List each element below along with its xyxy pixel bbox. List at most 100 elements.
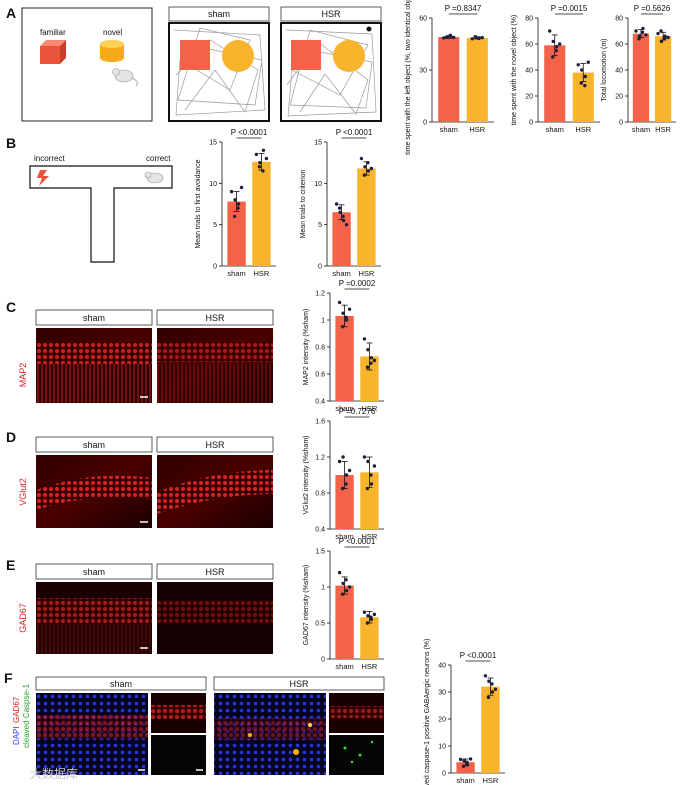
data-point bbox=[458, 757, 463, 762]
p-value-label: P <0.0001 bbox=[339, 537, 376, 546]
data-point bbox=[369, 482, 374, 486]
bar-sham bbox=[335, 315, 354, 401]
p-value-label: P =0.8347 bbox=[445, 4, 482, 13]
data-point bbox=[366, 169, 371, 173]
data-point bbox=[551, 39, 555, 44]
c-hsr-header bbox=[156, 309, 274, 326]
y-tick-label: 60 bbox=[419, 16, 427, 23]
data-point bbox=[340, 592, 345, 596]
data-point bbox=[347, 585, 352, 589]
f-micrograph-sham-gad67 bbox=[151, 693, 206, 733]
y-tick-label: 60 bbox=[615, 42, 623, 49]
data-point bbox=[656, 31, 660, 36]
data-point bbox=[465, 760, 469, 764]
bar-hsr bbox=[481, 686, 500, 773]
data-point bbox=[338, 210, 342, 214]
chart-a2: 0 20 40 60 80 time spent with the novel objec… bbox=[511, 4, 600, 134]
data-point bbox=[264, 156, 269, 161]
data-point bbox=[365, 365, 370, 369]
data-point bbox=[558, 42, 562, 46]
d-micrograph-sham bbox=[36, 455, 152, 528]
data-point bbox=[366, 160, 370, 165]
y-tick-label: 5 bbox=[318, 222, 322, 229]
mouse-icon bbox=[112, 68, 138, 87]
bar-sham bbox=[332, 212, 351, 266]
data-point bbox=[369, 615, 373, 619]
p-value-label: P <0.0001 bbox=[231, 128, 268, 137]
data-point bbox=[490, 682, 494, 686]
bar-hsr bbox=[357, 168, 376, 266]
y-tick-label: 0 bbox=[442, 771, 446, 778]
f-micrograph-sham-casp bbox=[151, 735, 206, 775]
data-point bbox=[344, 588, 349, 593]
arena-sham-cylinder bbox=[222, 40, 254, 72]
data-point bbox=[634, 29, 638, 33]
bar-hsr bbox=[360, 617, 379, 659]
data-point bbox=[362, 610, 367, 614]
d-hsr-header bbox=[156, 436, 274, 453]
data-point bbox=[468, 757, 473, 761]
data-point bbox=[236, 206, 240, 210]
y-axis-label: GAD67 intensity (%sham) bbox=[303, 565, 310, 646]
y-tick-label: 0 bbox=[619, 120, 623, 127]
x-tick-label: sham bbox=[546, 125, 564, 134]
data-point bbox=[261, 148, 266, 152]
y-axis-label: VGlut2 intensity (%sham) bbox=[303, 436, 310, 515]
x-tick-label: HSR bbox=[575, 125, 591, 134]
data-point bbox=[372, 358, 377, 363]
f-stain-labels: DAPI GAD67 bbox=[12, 696, 21, 745]
chart-b2: 0 5 10 15 Mean trials to criterion sham HSR P <… bbox=[300, 128, 381, 278]
data-point bbox=[666, 35, 670, 40]
y-axis-label: time spent with the novel object (%) bbox=[511, 15, 518, 126]
x-tick-label: HSR bbox=[469, 125, 485, 134]
f-hsr-label: HSR bbox=[289, 679, 309, 689]
y-tick-label: 0 bbox=[321, 657, 325, 664]
y-tick-label: 80 bbox=[525, 16, 533, 23]
f-stain-casp: cleaved Caspse-1 bbox=[22, 683, 31, 748]
data-point bbox=[261, 169, 265, 173]
chart-a3: 0 20 40 60 80 Total locomotion (m) sham HSR P =0… bbox=[601, 4, 676, 134]
e-sham-label: sham bbox=[83, 567, 105, 577]
f-micrograph-hsr-merge bbox=[214, 693, 326, 775]
data-point bbox=[659, 39, 664, 44]
arena-sham-label: sham bbox=[208, 9, 230, 19]
d-sham-header bbox=[35, 436, 153, 453]
arena-hsr bbox=[280, 22, 382, 122]
x-tick-label: HSR bbox=[482, 776, 498, 785]
y-tick-label: 40 bbox=[615, 68, 623, 75]
data-point bbox=[365, 621, 370, 625]
data-point bbox=[576, 63, 580, 67]
data-point bbox=[366, 459, 370, 464]
f-micrograph-sham-merge bbox=[36, 693, 148, 775]
data-point bbox=[554, 48, 558, 53]
data-point bbox=[583, 74, 587, 79]
y-tick-label: 0.6 bbox=[315, 372, 325, 379]
data-point bbox=[470, 37, 474, 41]
d-stain-label: VGlut2 bbox=[18, 478, 28, 506]
data-point bbox=[369, 356, 374, 360]
data-point bbox=[483, 674, 488, 678]
e-hsr-label: HSR bbox=[205, 567, 225, 577]
data-point bbox=[372, 464, 377, 468]
watermark: 大数据库 bbox=[30, 766, 78, 781]
y-tick-label: 0 bbox=[423, 120, 427, 127]
f-sham-header bbox=[35, 676, 207, 691]
data-point bbox=[258, 160, 262, 165]
y-tick-label: 0.8 bbox=[315, 491, 325, 498]
chart-f: 0 10 20 30 40 cleaved caspase-1 positive GABA… bbox=[424, 639, 505, 785]
chart-a1: 0 30 60 time spent with the left object (%,… bbox=[405, 0, 494, 155]
x-tick-label: sham bbox=[335, 404, 353, 413]
maze-mouse-icon bbox=[144, 171, 164, 184]
data-point bbox=[663, 34, 667, 38]
data-point bbox=[344, 315, 348, 319]
y-tick-label: 40 bbox=[525, 68, 533, 75]
arena-hsr-cube bbox=[291, 40, 321, 70]
bar-sham bbox=[544, 45, 566, 122]
y-tick-label: 0.4 bbox=[315, 399, 325, 406]
panel-letter-b: B bbox=[6, 135, 16, 151]
data-point bbox=[341, 455, 345, 459]
data-point bbox=[487, 679, 491, 683]
p-value-label: P <0.0001 bbox=[336, 128, 373, 137]
y-tick-label: 1 bbox=[321, 585, 325, 592]
chart-b1: 0 5 10 15 Mean trials to first avoidance sham… bbox=[195, 128, 276, 278]
